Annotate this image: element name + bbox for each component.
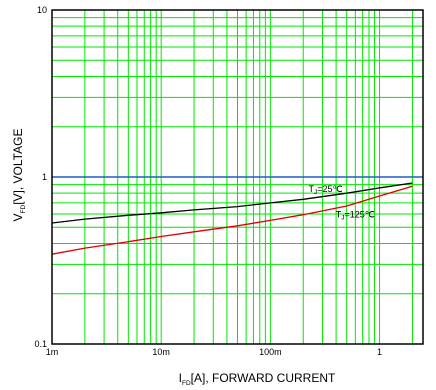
x-tick-label: 100m bbox=[259, 347, 282, 357]
y-tick-label: 10 bbox=[37, 5, 47, 15]
x-axis-title: IFD[A], FORWARD CURRENT bbox=[179, 371, 336, 387]
x-axis-title-rest: [A], FORWARD CURRENT bbox=[191, 371, 336, 385]
x-axis-title-sub: FD bbox=[182, 380, 191, 387]
series-label-rest: =25℃ bbox=[317, 184, 342, 194]
y-axis-title-main: V bbox=[11, 213, 25, 221]
series-label-rest: =125℃ bbox=[345, 209, 375, 219]
x-tick-label: 1 bbox=[377, 347, 382, 357]
x-tick-label: 1m bbox=[46, 347, 59, 357]
y-axis-title-sub: FD bbox=[20, 204, 27, 213]
y-tick-label: 0.1 bbox=[34, 339, 47, 349]
y-axis-title-rest: [V], VOLTAGE bbox=[11, 129, 25, 205]
y-tick-label: 1 bbox=[42, 172, 47, 182]
x-tick-label: 10m bbox=[152, 347, 170, 357]
